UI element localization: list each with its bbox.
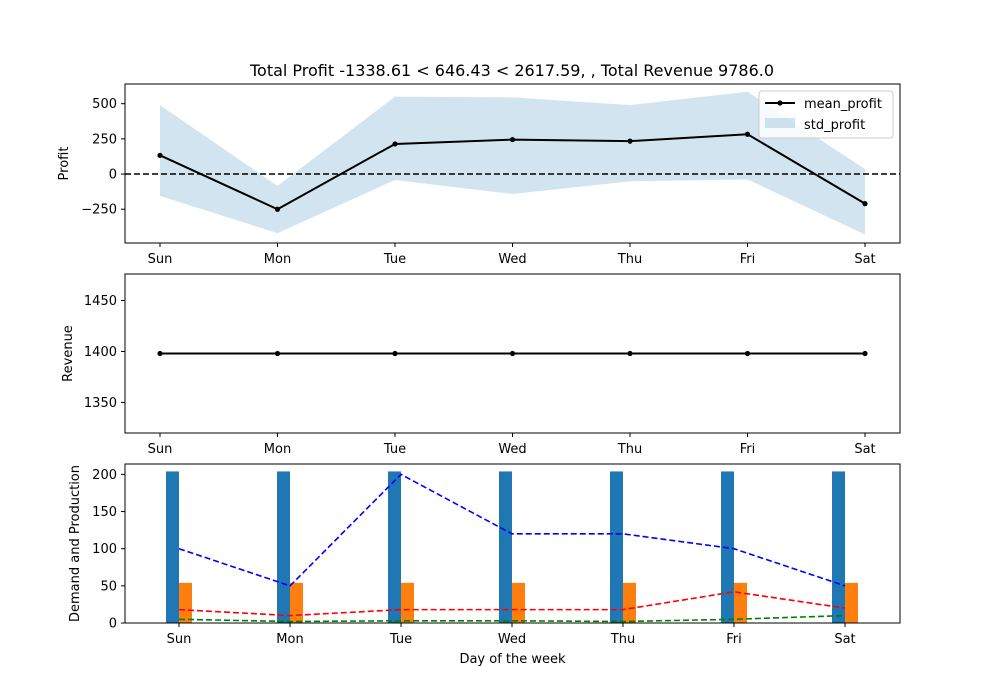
legend-label: std_profit xyxy=(804,118,865,133)
production-bar xyxy=(512,582,525,623)
y-tick-label: 250 xyxy=(92,132,117,147)
y-tick-label: 1450 xyxy=(84,294,117,309)
demand-bar xyxy=(277,471,290,623)
x-tick-label: Thu xyxy=(610,632,635,647)
y-tick-label: 1400 xyxy=(84,345,117,360)
revenue-panel: 1350 1400 1450 Sun Mon Tue Wed Thu Fri Sat Revenue xyxy=(61,273,901,457)
x-tick-label: Sun xyxy=(148,442,173,457)
revenue-point xyxy=(744,350,751,357)
y-axis-label: Demand and Production xyxy=(68,465,83,622)
y-axis-label: Revenue xyxy=(61,325,76,382)
blue-dashed-line xyxy=(178,473,846,587)
x-tick-label: Thu xyxy=(617,442,642,457)
y-tick-label: −250 xyxy=(81,203,117,218)
x-tick-label: Sun xyxy=(167,632,192,647)
y-tick-label: 100 xyxy=(92,542,117,557)
production-bar xyxy=(179,582,192,623)
x-tick-label: Sun xyxy=(148,252,173,267)
mean-profit-point xyxy=(744,131,751,137)
demand-production-panel: 0 50 100 150 200 Sun Mon Tue Wed Thu Fri Sat Demand … xyxy=(68,463,901,667)
x-tick-label: Mon xyxy=(276,632,303,647)
demand-bar xyxy=(499,471,512,623)
x-tick-label: Wed xyxy=(498,632,526,647)
green-dashed-line xyxy=(178,614,846,623)
x-tick-label: Mon xyxy=(264,252,291,267)
mean-profit-point xyxy=(862,201,868,207)
x-tick-label: Sat xyxy=(854,442,875,457)
production-bar xyxy=(845,582,858,623)
figure-title: Total Profit -1338.61 < 646.43 < 2617.59… xyxy=(249,61,774,80)
revenue-point xyxy=(862,350,868,357)
revenue-point xyxy=(157,350,163,357)
y-axis-label: Profit xyxy=(57,147,72,181)
x-axis-label: Day of the week xyxy=(459,652,566,667)
production-bar xyxy=(401,582,414,623)
legend-label: mean_profit xyxy=(804,97,882,112)
legend-line-marker xyxy=(777,100,783,106)
profit-legend: mean_profit std_profit xyxy=(758,90,894,139)
mean-profit-point xyxy=(627,138,633,144)
x-tick-label: Tue xyxy=(383,252,406,267)
x-tick-label: Wed xyxy=(498,252,526,267)
revenue-point xyxy=(392,350,398,357)
x-tick-label: Tue xyxy=(389,632,412,647)
profit-panel: −250 0 250 500 Sun Mon Tue Wed Thu Fri Sat Profit me… xyxy=(57,83,901,267)
legend-band-swatch xyxy=(765,118,795,128)
y-tick-label: 150 xyxy=(92,505,117,520)
production-bar xyxy=(623,582,636,623)
mean-profit-point xyxy=(274,206,281,212)
y-tick-label: 500 xyxy=(92,97,117,112)
revenue-point xyxy=(627,350,633,357)
y-tick-label: 0 xyxy=(109,617,117,632)
y-tick-label: 1350 xyxy=(84,396,117,411)
x-tick-label: Fri xyxy=(740,252,756,267)
y-tick-label: 0 xyxy=(109,168,117,183)
x-tick-label: Thu xyxy=(617,252,642,267)
mean-profit-point xyxy=(392,141,398,147)
demand-bar xyxy=(166,471,179,623)
demand-bar xyxy=(610,471,623,623)
x-tick-label: Sat xyxy=(854,252,875,267)
x-tick-label: Fri xyxy=(740,442,756,457)
y-tick-label: 50 xyxy=(100,579,117,594)
std-profit-band xyxy=(160,91,865,235)
demand-bar xyxy=(388,471,401,623)
x-tick-label: Fri xyxy=(726,632,742,647)
production-bar xyxy=(734,582,747,623)
x-tick-label: Wed xyxy=(498,442,526,457)
x-tick-label: Sat xyxy=(834,632,855,647)
revenue-point xyxy=(509,350,516,357)
revenue-point xyxy=(274,350,281,357)
production-bar xyxy=(290,582,303,623)
mean-profit-point xyxy=(157,152,163,158)
mean-profit-point xyxy=(509,136,516,143)
x-tick-label: Tue xyxy=(383,442,406,457)
y-tick-label: 200 xyxy=(92,468,117,483)
demand-bar xyxy=(832,471,845,623)
red-dashed-line xyxy=(178,590,846,617)
x-tick-label: Mon xyxy=(264,442,291,457)
